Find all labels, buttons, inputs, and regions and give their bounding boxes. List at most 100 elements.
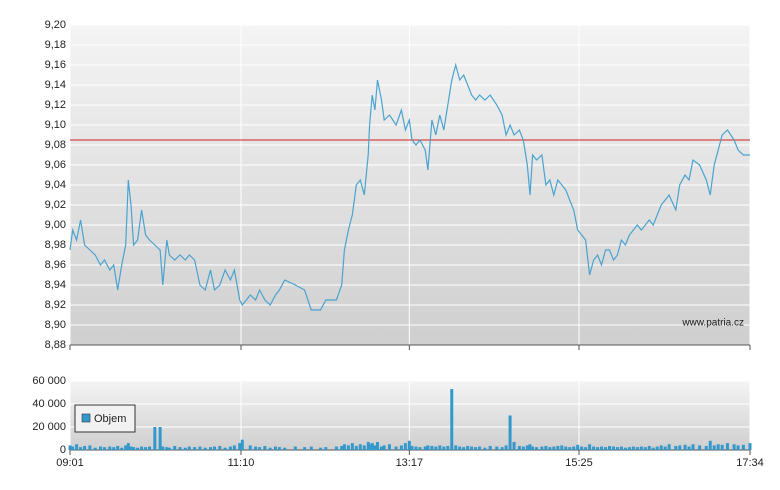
y-tick-label: 60 000 [32, 375, 66, 387]
volume-bar [254, 446, 258, 450]
volume-bar [430, 445, 434, 450]
volume-bar [273, 446, 277, 450]
volume-bar [580, 446, 584, 450]
volume-bar [248, 445, 252, 450]
volume-bar [736, 445, 740, 450]
legend-swatch [81, 413, 91, 423]
volume-bar [148, 446, 152, 450]
volume-bar [102, 447, 106, 450]
volume-bar [309, 446, 313, 450]
x-tick-label: 11:10 [228, 457, 255, 469]
volume-bar [403, 443, 407, 450]
volume-bar [319, 447, 323, 450]
volume-bar [71, 446, 75, 450]
volume-bar [423, 446, 427, 450]
volume-bar [635, 447, 639, 450]
y-tick-label: 8,92 [45, 299, 66, 311]
y-tick-label: 9,14 [45, 79, 66, 91]
y-tick-label: 20 000 [32, 421, 66, 433]
x-tick-label: 09:01 [56, 457, 84, 469]
y-tick-label: 9,20 [45, 19, 66, 31]
volume-bar [647, 445, 651, 450]
volume-bar [450, 389, 454, 450]
volume-bar [153, 427, 157, 450]
volume-bar [93, 447, 97, 450]
volume-bar [725, 443, 729, 450]
volume-bar [631, 446, 635, 450]
volume-bar [373, 445, 377, 450]
volume-bar [382, 445, 386, 450]
y-tick-label: 9,18 [45, 39, 66, 51]
volume-bar [623, 447, 627, 450]
y-tick-label: 8,98 [45, 239, 66, 251]
volume-bar [362, 445, 366, 450]
y-tick-label: 40 000 [32, 398, 66, 410]
volume-bar [75, 444, 79, 450]
volume-bar [483, 447, 487, 450]
volume-bar [165, 447, 169, 450]
volume-bar [584, 447, 588, 450]
volume-bar [116, 445, 120, 450]
volume-bar [108, 446, 112, 450]
volume-bar [223, 447, 227, 450]
volume-bar [370, 443, 374, 450]
volume-bar [434, 446, 438, 450]
volume-bar [228, 446, 232, 450]
y-tick-label: 9,04 [45, 179, 66, 191]
volume-bar [158, 427, 162, 450]
volume-bar [209, 447, 213, 450]
volume-bar [544, 445, 548, 450]
volume-bar [167, 447, 171, 450]
volume-bar [238, 443, 242, 450]
legend-label: Objem [94, 413, 126, 425]
volume-bar [368, 444, 372, 450]
volume-bar [173, 445, 177, 450]
volume-bar [410, 445, 414, 450]
volume-bar [508, 415, 512, 450]
volume-bar [478, 446, 482, 450]
price-line [69, 62, 750, 311]
volume-bar [748, 443, 752, 450]
volume-bar [68, 445, 72, 450]
volume-bar [426, 445, 430, 450]
volume-bar [604, 447, 608, 450]
volume-bar [354, 445, 358, 450]
volume-bar [500, 447, 504, 450]
legend-box [74, 404, 136, 433]
volume-bar [380, 446, 384, 450]
y-tick-label: 9,02 [45, 199, 66, 211]
volume-bar [732, 444, 736, 450]
volume-bar [488, 445, 492, 450]
x-tick-label: 15:25 [565, 457, 593, 469]
volume-bar [303, 447, 307, 450]
volume-bar [639, 446, 643, 450]
y-tick-label: 9,12 [45, 99, 66, 111]
volume-bar [88, 445, 92, 450]
volume-bar [466, 445, 470, 450]
volume-bar [535, 447, 539, 450]
y-tick-label: 0 [60, 444, 66, 456]
volume-bar [643, 447, 647, 450]
volume-bar [358, 444, 362, 450]
volume-bar [387, 444, 391, 450]
volume-bar [98, 446, 102, 450]
volume-bar [394, 446, 398, 450]
volume-bar [414, 446, 418, 450]
volume-bar [572, 446, 576, 450]
volume-bar [470, 446, 474, 450]
volume-bar [540, 446, 544, 450]
volume-bar [399, 445, 403, 450]
volume-bar [531, 446, 535, 450]
volume-bar [112, 447, 116, 450]
volume-bar [334, 446, 338, 450]
volume-bar [418, 447, 422, 450]
volume-bar [659, 445, 663, 450]
volume-bar [120, 447, 124, 450]
volume-bar [525, 445, 529, 450]
volume-bar [611, 446, 615, 450]
volume-bar [132, 447, 136, 450]
volume-bar [504, 445, 508, 450]
volume-bar [240, 439, 244, 450]
y-tick-label: 8,94 [45, 279, 66, 291]
